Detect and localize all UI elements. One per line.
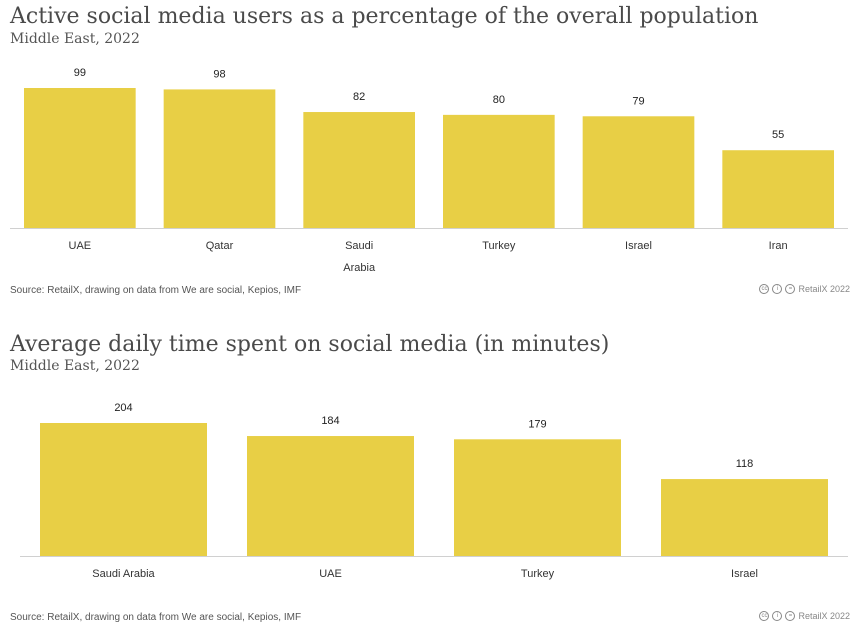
nd-icon: = bbox=[785, 284, 796, 294]
chart2-bar-israel bbox=[661, 479, 828, 556]
chart2-bar-saudi-arabia bbox=[40, 423, 207, 556]
chart1-tick-label-israel: Israel bbox=[625, 240, 652, 252]
nd-icon: = bbox=[785, 611, 796, 621]
chart1-bar-saudi-arabia bbox=[303, 112, 415, 228]
chart2-bar-uae bbox=[247, 436, 414, 556]
chart1-value-label-saudi-arabia: 82 bbox=[353, 91, 365, 103]
chart1-credit: cc i = RetailX 2022 bbox=[759, 284, 850, 294]
chart2-value-label-turkey: 179 bbox=[528, 418, 546, 430]
chart1-tick-label-turkey: Turkey bbox=[482, 240, 516, 252]
chart2-tick-label-uae: UAE bbox=[319, 568, 342, 580]
chart2-tick-label-turkey: Turkey bbox=[521, 568, 555, 580]
chart2-credit-text: RetailX 2022 bbox=[798, 611, 850, 621]
chart2-tick-label-saudi-arabia: Saudi Arabia bbox=[92, 568, 155, 580]
cc-icon: cc bbox=[759, 611, 770, 621]
chart1-value-label-israel: 79 bbox=[632, 95, 644, 107]
chart2-value-label-saudi-arabia: 204 bbox=[114, 402, 132, 414]
chart1-plot: 99 UAE 98 Qatar 82 Saudi Arabia 80 Turkey 79 Israe… bbox=[10, 67, 848, 274]
chart2-bar-turkey bbox=[454, 439, 621, 556]
chart1-value-label-qatar: 98 bbox=[213, 68, 225, 80]
chart1-subtitle: Middle East, 2022 bbox=[10, 31, 140, 47]
chart1-bar-qatar bbox=[163, 89, 276, 228]
chart1-bar-israel bbox=[582, 116, 695, 228]
chart2-subtitle: Middle East, 2022 bbox=[10, 358, 140, 374]
chart1-credit-text: RetailX 2022 bbox=[798, 284, 850, 294]
chart1-value-label-iran: 55 bbox=[772, 129, 784, 141]
chart2-value-label-uae: 184 bbox=[321, 415, 339, 427]
cc-icon: cc bbox=[759, 284, 770, 294]
chart1-title: Active social media users as a percentag… bbox=[10, 4, 759, 29]
chart1-bar-uae bbox=[24, 88, 136, 228]
chart2-title: Average daily time spent on social media… bbox=[10, 332, 610, 357]
chart1-tick-label-saudi-arabia: Saudi Arabia bbox=[343, 240, 376, 274]
by-icon: i bbox=[772, 284, 783, 294]
chart1-bar-turkey bbox=[443, 114, 555, 228]
by-icon: i bbox=[772, 611, 783, 621]
chart1-value-label-uae: 99 bbox=[74, 67, 86, 79]
chart1-value-label-turkey: 80 bbox=[493, 94, 505, 106]
chart2-value-label-israel: 118 bbox=[736, 458, 754, 470]
chart2-plot: 204 Saudi Arabia 184 UAE 179 Turkey 118 Israel bbox=[20, 402, 848, 580]
chart2-credit: cc i = RetailX 2022 bbox=[759, 611, 850, 621]
chart2-source: Source: RetailX, drawing on data from We… bbox=[10, 612, 302, 623]
chart1-tick-label-iran: Iran bbox=[769, 240, 788, 252]
chart1-tick-label-uae: UAE bbox=[69, 240, 92, 252]
chart1-bar-iran bbox=[722, 150, 834, 228]
chart1-tick-label-qatar: Qatar bbox=[206, 240, 234, 252]
chart2-tick-label-israel: Israel bbox=[731, 568, 758, 580]
chart1-source: Source: RetailX, drawing on data from We… bbox=[10, 285, 302, 296]
